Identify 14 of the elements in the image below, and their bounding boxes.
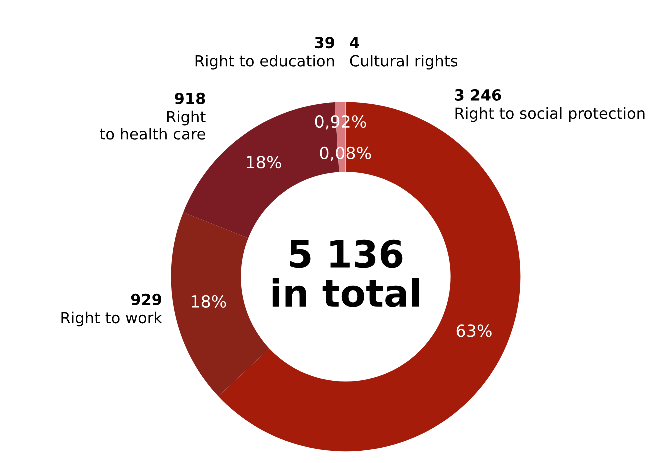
text: 929: [131, 294, 162, 306]
text: 4: [350, 37, 360, 48]
slice-label: Right to education: [196, 55, 334, 70]
slice-label: Right to health care: [100, 110, 206, 140]
data-label: 18%: [247, 156, 282, 169]
text: 39: [315, 37, 335, 49]
text: 5 136 in total: [272, 240, 420, 308]
text: 3 246: [455, 89, 502, 101]
data-label: 18%: [192, 295, 226, 308]
text: 918: [175, 92, 206, 104]
slice-label: Right to social protection: [456, 107, 645, 122]
slice-label: Right to work: [62, 312, 162, 327]
data-label: 63%: [456, 324, 492, 338]
slice-label: Cultural rights: [350, 55, 458, 70]
